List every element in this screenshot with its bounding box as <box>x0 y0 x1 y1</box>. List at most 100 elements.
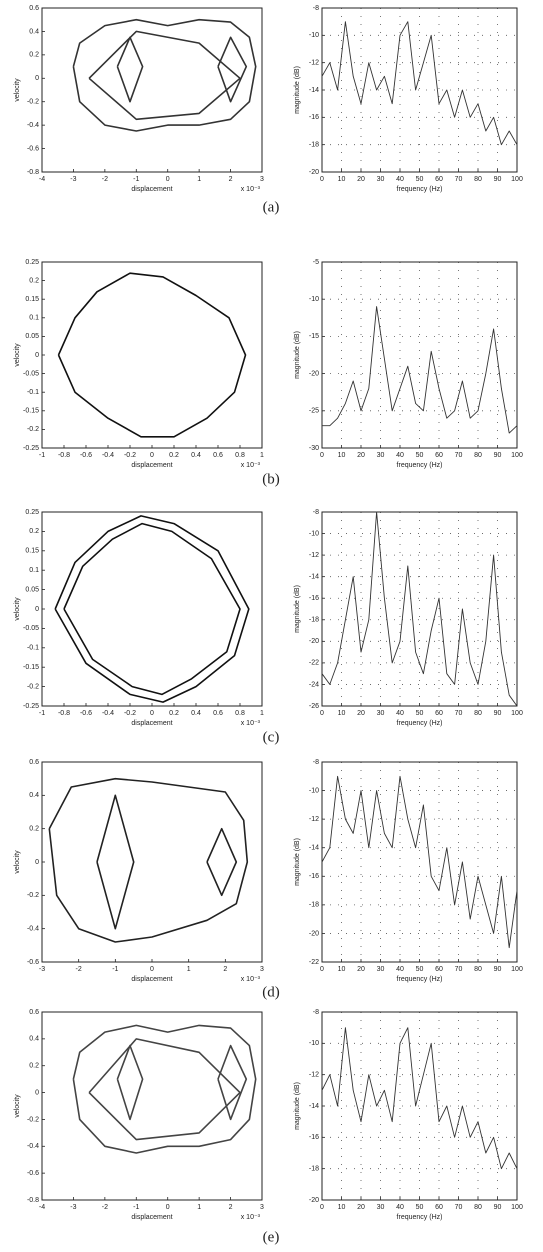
x-axis-label: frequency (Hz) <box>397 462 443 469</box>
x-tick-label: -0.8 <box>58 452 70 459</box>
y-tick-label: -0.2 <box>27 426 39 433</box>
y-tick-label: -0.8 <box>27 169 39 176</box>
spectrum-line <box>321 1027 518 1170</box>
plot-frame <box>321 7 518 173</box>
x-tick-label: 30 <box>377 710 385 717</box>
y-tick-label: 0.2 <box>29 277 39 284</box>
x-tick-label: 20 <box>357 966 365 973</box>
x-tick-label: 0 <box>320 176 324 183</box>
x-tick-label: 0.8 <box>235 710 245 717</box>
y-tick-label: -0.4 <box>27 1143 39 1150</box>
x-tick-label: 80 <box>474 176 482 183</box>
x-tick-label: 30 <box>377 452 385 459</box>
spectrum-line <box>321 775 518 949</box>
x-axis-label: displacement <box>131 976 172 983</box>
y-tick-label: 0 <box>35 75 39 82</box>
x-tick-label: -0.6 <box>80 452 92 459</box>
x-tick-label: 80 <box>474 452 482 459</box>
y-tick-label: 0.2 <box>29 528 39 535</box>
trajectory <box>206 827 238 897</box>
x-tick-label: 90 <box>494 452 502 459</box>
x-tick-label: 0 <box>320 966 324 973</box>
x-axis-label: displacement <box>131 462 172 469</box>
x-tick-label: 1 <box>197 1204 201 1211</box>
y-tick-label: -0.15 <box>23 664 39 671</box>
y-tick-label: 0.6 <box>29 759 39 766</box>
y-tick-label: -0.25 <box>23 703 39 710</box>
y-tick-label: -0.2 <box>27 683 39 690</box>
spectrum-line <box>322 306 518 434</box>
x-tick-label: 2 <box>229 176 233 183</box>
trajectory <box>96 794 135 930</box>
trajectory <box>217 36 248 103</box>
y-tick-label: -0.2 <box>27 1116 39 1123</box>
y-tick-label: -0.25 <box>23 445 39 452</box>
y-tick-label: -0.8 <box>27 1197 39 1204</box>
x-tick-label: 3 <box>260 1204 264 1211</box>
y-tick-label: -18 <box>309 902 319 909</box>
y-tick-label: -8 <box>313 5 319 12</box>
trajectory <box>57 272 247 438</box>
x-tick-label: 10 <box>338 710 346 717</box>
y-tick-label: -10 <box>309 32 319 39</box>
y-axis-label: magnitude (dB) <box>294 331 301 379</box>
x-axis-label: displacement <box>131 186 172 193</box>
x-tick-label: 60 <box>435 1204 443 1211</box>
x-tick-label: 1 <box>260 710 264 717</box>
trajectory <box>72 18 257 132</box>
y-axis-label: magnitude (dB) <box>294 585 301 633</box>
y-axis-label: magnitude (dB) <box>294 838 301 886</box>
x-tick-label: 10 <box>338 452 346 459</box>
y-tick-label: -20 <box>309 638 319 645</box>
x-tick-label: 70 <box>455 1204 463 1211</box>
y-tick-label: -0.05 <box>23 625 39 632</box>
x-multiplier: x 10⁻³ <box>241 186 261 193</box>
x-tick-label: 0.2 <box>169 710 179 717</box>
x-tick-label: 80 <box>474 966 482 973</box>
x-tick-label: 2 <box>229 1204 233 1211</box>
plot-frame <box>321 761 518 963</box>
x-tick-label: 100 <box>511 966 523 973</box>
x-tick-label: 70 <box>455 452 463 459</box>
y-tick-label: -0.2 <box>27 99 39 106</box>
x-tick-label: 60 <box>435 966 443 973</box>
x-axis-label: frequency (Hz) <box>397 1214 443 1221</box>
caption: (b) <box>262 471 280 487</box>
x-tick-label: 0 <box>150 966 154 973</box>
y-tick-label: -10 <box>309 296 319 303</box>
y-tick-label: 0.1 <box>29 567 39 574</box>
x-tick-label: -1 <box>112 966 118 973</box>
x-tick-label: 10 <box>338 1204 346 1211</box>
x-tick-label: 1 <box>197 176 201 183</box>
x-tick-label: 60 <box>435 176 443 183</box>
x-tick-label: 0.2 <box>169 452 179 459</box>
plot-frame <box>41 1011 263 1201</box>
x-tick-label: 10 <box>338 176 346 183</box>
x-tick-label: -3 <box>39 966 45 973</box>
x-tick-label: -4 <box>39 1204 45 1211</box>
x-tick-label: 0.4 <box>191 710 201 717</box>
x-tick-label: 3 <box>260 176 264 183</box>
x-tick-label: 20 <box>357 176 365 183</box>
y-axis-label: magnitude (dB) <box>294 66 301 114</box>
y-tick-label: -14 <box>309 574 319 581</box>
plot-frame <box>41 261 263 449</box>
x-tick-label: 0.4 <box>191 452 201 459</box>
x-tick-label: 80 <box>474 1204 482 1211</box>
x-tick-label: 100 <box>511 710 523 717</box>
y-tick-label: -18 <box>309 142 319 149</box>
y-tick-label: -8 <box>313 509 319 516</box>
y-tick-label: -24 <box>309 681 319 688</box>
x-tick-label: 50 <box>416 1204 424 1211</box>
trajectory <box>54 515 250 703</box>
x-tick-label: 50 <box>416 710 424 717</box>
x-tick-label: -0.4 <box>102 452 114 459</box>
x-tick-label: 90 <box>494 966 502 973</box>
x-tick-label: 3 <box>260 966 264 973</box>
y-tick-label: -15 <box>309 333 319 340</box>
x-tick-label: 50 <box>416 176 424 183</box>
y-axis-label: velocity <box>14 1094 21 1118</box>
y-tick-label: -25 <box>309 408 319 415</box>
